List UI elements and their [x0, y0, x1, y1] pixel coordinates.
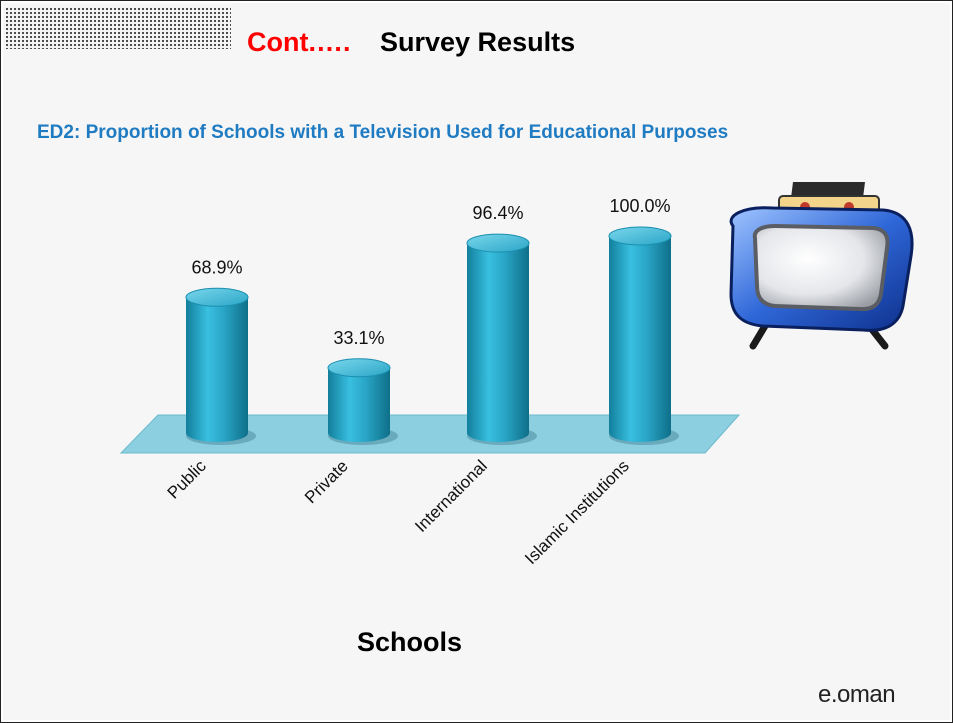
category-label-1: Private [301, 456, 352, 507]
title-main: Survey Results [380, 27, 576, 57]
bar-public [185, 287, 256, 445]
x-axis-label: Schools [357, 627, 463, 657]
chart-floor [119, 414, 741, 454]
bar-international [466, 233, 537, 445]
chart-subtitle: ED2: Proportion of Schools with a Televi… [37, 122, 729, 143]
data-label-3: 100.0% [609, 196, 670, 216]
brand-logo: e.oman [818, 681, 896, 708]
dotted-corner-pattern [5, 7, 231, 49]
data-label-0: 68.9% [191, 257, 242, 277]
tv-icon [729, 182, 914, 350]
category-label-2: International [411, 456, 491, 536]
slide-title: Cont.…. Survey Results [247, 27, 575, 58]
category-label-3: Islamic Institutions [521, 456, 633, 568]
bar-private [327, 358, 398, 445]
data-label-1: 33.1% [333, 328, 384, 348]
title-accent: Cont.…. [247, 27, 351, 57]
data-label-2: 96.4% [472, 203, 523, 223]
bar-islamic-institutions [608, 226, 679, 445]
television-illustration [713, 176, 928, 356]
category-label-0: Public [164, 456, 211, 503]
